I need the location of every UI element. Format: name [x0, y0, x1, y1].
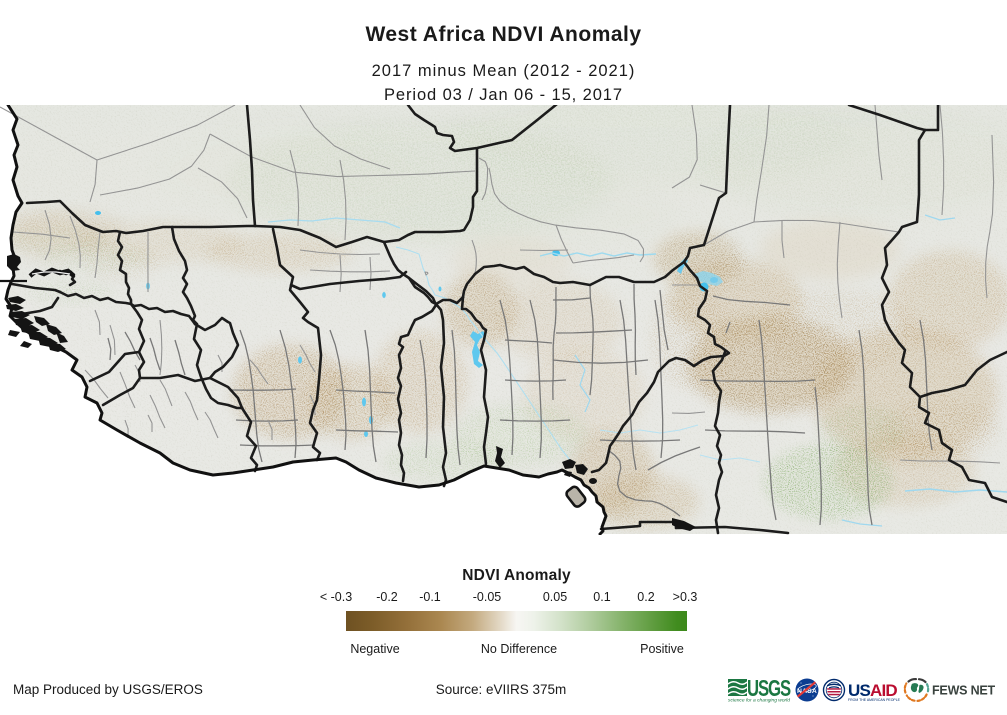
svg-text:FROM THE AMERICAN PEOPLE: FROM THE AMERICAN PEOPLE — [848, 698, 901, 702]
svg-text:USAID: USAID — [848, 681, 897, 700]
svg-text:NASA: NASA — [797, 688, 817, 695]
svg-text:FEWS NET: FEWS NET — [932, 684, 996, 698]
svg-text:USGS: USGS — [747, 675, 791, 701]
svg-text:science for a changing world: science for a changing world — [728, 698, 790, 703]
